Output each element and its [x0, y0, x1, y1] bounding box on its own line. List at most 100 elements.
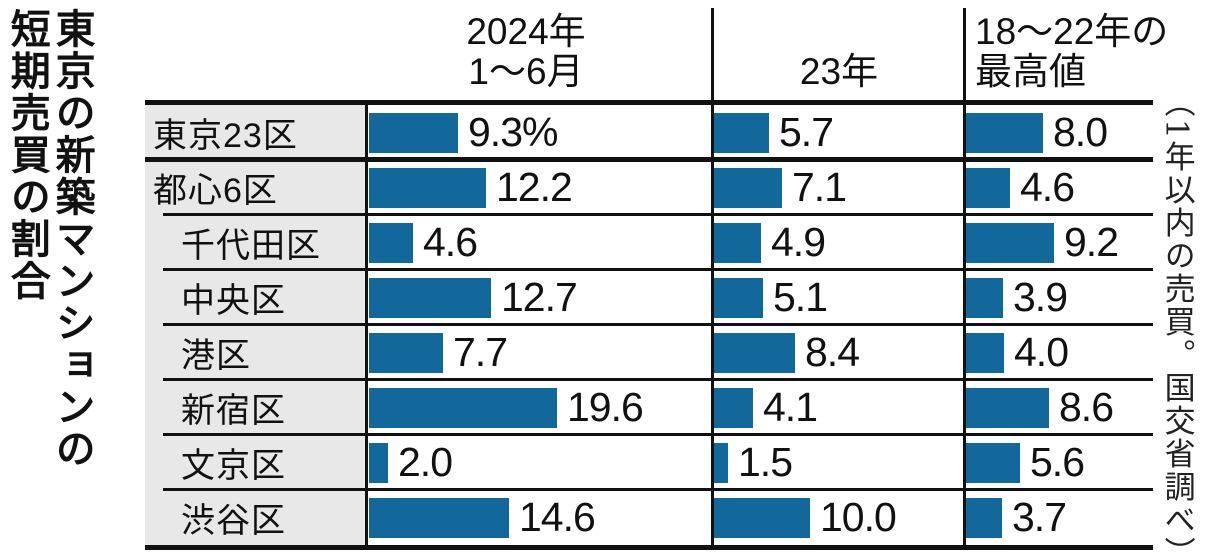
chart-title-line2: 短期売買の割合: [4, 8, 49, 302]
column-header-2023: 23年: [799, 51, 879, 92]
bar-peak: [966, 387, 1049, 428]
bar-value-2023: 5.1: [773, 274, 828, 320]
column-header-2024: 2024年 1〜6月: [371, 12, 681, 92]
bar-2023: [714, 497, 810, 538]
bar-cell-peak: 3.9: [962, 270, 1150, 325]
bar-value-2023: 4.9: [771, 219, 826, 265]
row-label: 文京区: [181, 447, 286, 485]
bar-cell-peak: 8.0: [962, 105, 1150, 160]
bar-value-2024: 7.7: [453, 329, 508, 375]
table-row: 都心6区 12.2 7.1 4.6: [145, 157, 1153, 215]
bar-value-peak: 4.0: [1014, 329, 1069, 375]
bar-peak: [966, 332, 1004, 373]
table-row: 中央区 12.7 5.1 3.9: [145, 268, 1153, 325]
row-label-cell: 東京23区: [145, 105, 368, 160]
bar-value-2024: 14.6: [519, 494, 596, 540]
bar-2023: [714, 167, 782, 208]
bar-cell-2023: 10.0: [710, 490, 962, 545]
bar-2024: [369, 222, 413, 263]
bar-cell-2024: 9.3%: [368, 105, 710, 160]
table-row: 港区 7.7 8.4 4.0: [145, 323, 1153, 380]
table-row: 東京23区 9.3% 5.7 8.0: [145, 105, 1153, 160]
bar-value-peak: 8.0: [1053, 109, 1108, 155]
bar-2024: [369, 112, 458, 153]
bar-cell-peak: 8.6: [962, 380, 1150, 435]
bar-cell-2024: 12.2: [368, 160, 710, 215]
bar-cell-2023: 5.7: [710, 105, 962, 160]
row-label-cell: 都心6区: [145, 160, 368, 215]
bar-peak: [966, 222, 1054, 263]
row-label: 新宿区: [181, 392, 286, 430]
bar-cell-peak: 3.7: [962, 490, 1150, 545]
bar-value-2024: 12.7: [501, 274, 578, 320]
bar-cell-2023: 5.1: [710, 270, 962, 325]
row-label-cell: 渋谷区: [145, 490, 368, 545]
bar-cell-2024: 19.6: [368, 380, 710, 435]
bar-2024: [369, 387, 557, 428]
bar-value-2024: 12.2: [496, 164, 573, 210]
bar-value-2023: 10.0: [820, 494, 897, 540]
bar-value-peak: 9.2: [1064, 219, 1119, 265]
row-label-cell: 中央区: [145, 270, 368, 325]
bar-value-peak: 8.6: [1059, 384, 1114, 430]
bar-value-2023: 8.4: [805, 329, 860, 375]
bar-value-2023: 5.7: [779, 109, 834, 155]
table-row: 渋谷区 14.6 10.0 3.7: [145, 488, 1153, 545]
chart-title-line1: 東京の新築マンションの: [49, 8, 94, 470]
bar-value-2023: 1.5: [738, 439, 793, 485]
row-label-cell: 文京区: [145, 435, 368, 490]
row-label: 港区: [181, 337, 251, 375]
table-row: 千代田区 4.6 4.9 9.2: [145, 213, 1153, 270]
bar-value-2023: 4.1: [763, 384, 818, 430]
row-label: 千代田区: [181, 227, 321, 265]
bar-value-2024: 2.0: [398, 439, 453, 485]
bar-value-peak: 4.6: [1020, 164, 1075, 210]
bar-peak: [966, 167, 1010, 208]
bar-value-2024: 9.3%: [468, 109, 558, 155]
bar-cell-peak: 4.0: [962, 325, 1150, 380]
bar-peak: [966, 497, 1002, 538]
row-label-cell: 港区: [145, 325, 368, 380]
bar-2024: [369, 442, 388, 483]
table-row: 新宿区 19.6 4.1 8.6: [145, 378, 1153, 435]
bar-cell-2024: 12.7: [368, 270, 710, 325]
bar-2023: [714, 222, 761, 263]
bar-2024: [369, 332, 443, 373]
bar-cell-2024: 2.0: [368, 435, 710, 490]
row-label: 都心6区: [153, 172, 278, 210]
row-label: 東京23区: [153, 117, 298, 155]
bar-peak: [966, 112, 1043, 153]
column-divider-1: [711, 8, 714, 550]
bar-peak: [966, 442, 1020, 483]
bar-2023: [714, 112, 769, 153]
column-divider-2: [963, 8, 966, 550]
column-header-2024-line2: 1〜6月: [468, 51, 584, 92]
bar-2024: [369, 497, 509, 538]
bar-cell-2023: 8.4: [710, 325, 962, 380]
bar-2023: [714, 387, 753, 428]
bar-cell-2023: 4.9: [710, 215, 962, 270]
bar-value-2024: 4.6: [423, 219, 478, 265]
row-label-cell: 千代田区: [145, 215, 368, 270]
bar-value-2023: 7.1: [792, 164, 847, 210]
bar-2023: [714, 332, 795, 373]
table-row: 文京区 2.0 1.5 5.6: [145, 433, 1153, 490]
source-note: （1年以内の売買。国交省調べ）: [1158, 86, 1195, 560]
row-label-cell: 新宿区: [145, 380, 368, 435]
column-header-peak-line1: 18〜22年の: [975, 11, 1169, 52]
column-header-peak: 18〜22年の 最高値: [975, 12, 1168, 92]
bar-cell-peak: 5.6: [962, 435, 1150, 490]
column-header-2024-line1: 2024年: [466, 11, 586, 52]
bar-cell-2024: 14.6: [368, 490, 710, 545]
bar-2023: [714, 277, 763, 318]
bar-2024: [369, 277, 491, 318]
bar-cell-2023: 4.1: [710, 380, 962, 435]
bar-value-peak: 3.7: [1012, 494, 1067, 540]
chart-title: 東京の新築マンションの 短期売買の割合: [4, 8, 94, 540]
row-label: 渋谷区: [181, 502, 286, 540]
bar-value-peak: 3.9: [1013, 274, 1068, 320]
bar-value-peak: 5.6: [1030, 439, 1085, 485]
bar-cell-2024: 7.7: [368, 325, 710, 380]
bar-cell-2023: 7.1: [710, 160, 962, 215]
